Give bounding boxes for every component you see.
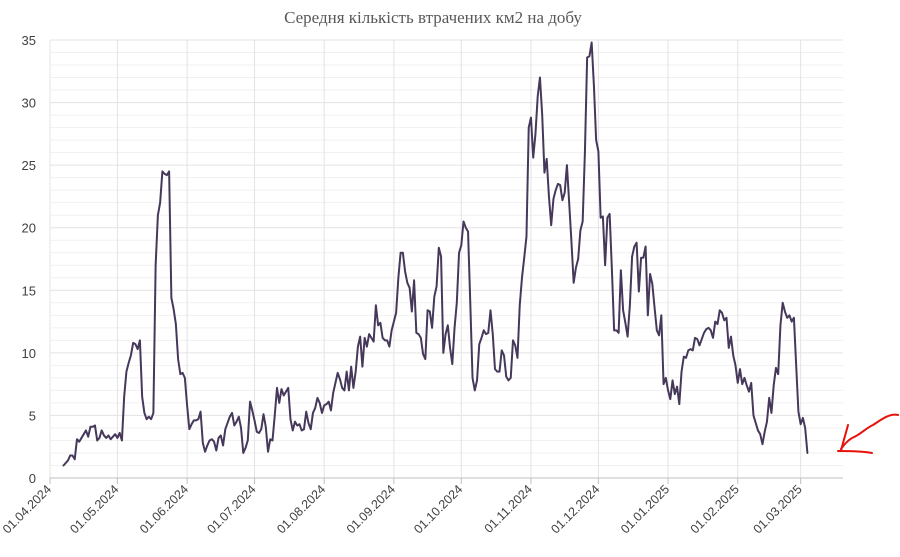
red-arrow-head-lower	[837, 450, 873, 454]
y-tick-label: 0	[29, 471, 36, 486]
x-tick-label: 01.06.2024	[137, 482, 191, 536]
x-tick-label: 01.04.2024	[0, 482, 54, 536]
y-tick-label: 5	[29, 408, 36, 423]
x-tick-label: 01.11.2024	[482, 482, 536, 536]
x-tick-label: 01.10.2024	[411, 482, 465, 536]
x-tick-label: 01.05.2024	[67, 482, 121, 536]
x-axis-tick-labels: 01.04.2024 01.05.2024 01.06.2024 01.07.2024…	[0, 482, 805, 536]
y-tick-label: 35	[22, 33, 36, 48]
y-tick-label: 30	[22, 96, 36, 111]
y-tick-label: 15	[22, 283, 36, 298]
y-axis-tick-labels: 0 5 10 15 20 25 30 35	[22, 33, 36, 486]
series-group	[62, 41, 809, 467]
y-tick-label: 25	[22, 158, 36, 173]
y-tick-label: 20	[22, 221, 36, 236]
red-arrow-shaft	[840, 413, 899, 450]
x-tick-label: 01.07.2024	[205, 482, 259, 536]
chart-title: Середня кількість втрачених км2 на добу	[284, 8, 582, 27]
x-tick-label: 01.08.2024	[274, 482, 328, 536]
series-line	[62, 41, 809, 467]
red-arrow-annotation	[837, 413, 899, 454]
y-tick-label: 10	[22, 346, 36, 361]
x-tick-label: 01.03.2025	[751, 482, 805, 536]
x-tick-label: 01.12.2024	[548, 482, 602, 536]
minor-gridlines	[50, 52, 843, 466]
major-gridlines	[49, 39, 843, 478]
x-tick-label: 01.02.2025	[688, 482, 742, 536]
red-arrow-head-upper	[840, 424, 849, 452]
x-tick-label: 01.01.2025	[618, 482, 672, 536]
x-tick-label: 01.09.2024	[344, 482, 398, 536]
x-axis	[49, 477, 843, 484]
